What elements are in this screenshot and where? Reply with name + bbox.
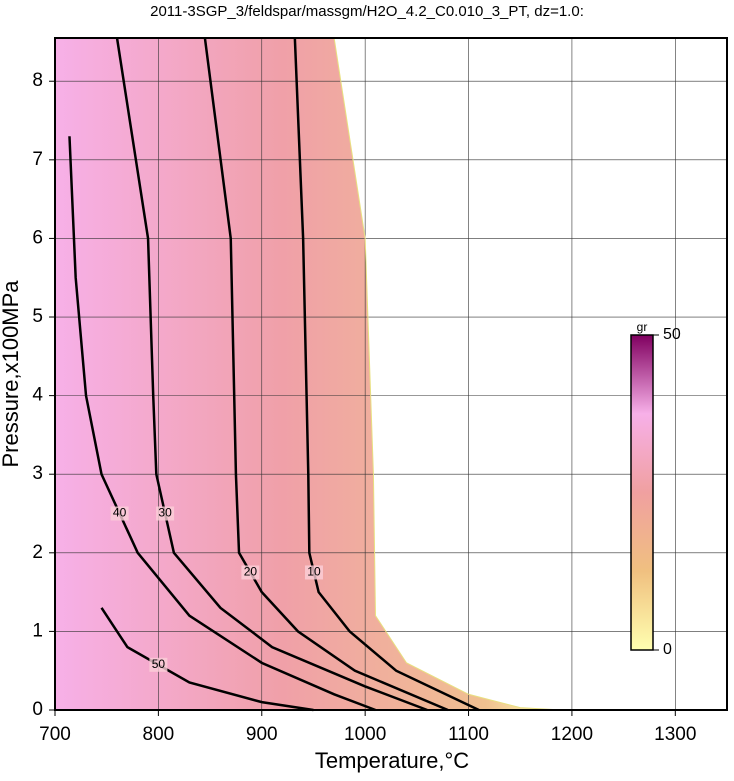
filled-region	[55, 38, 562, 710]
contour-line	[100, 607, 314, 712]
contour-label: 20	[244, 565, 258, 579]
y-tick-label: 7	[32, 149, 43, 170]
colorbar	[630, 334, 654, 651]
y-tick-label: 5	[32, 306, 43, 327]
x-tick-label: 1000	[344, 724, 386, 745]
contour-label-bg	[110, 506, 129, 521]
contour-line	[333, 37, 562, 711]
y-tick-label: 1	[32, 620, 43, 641]
x-tick-label: 700	[39, 724, 71, 745]
y-tick-label: 3	[32, 463, 43, 484]
contour-label: 40	[113, 506, 127, 520]
contour-label: 50	[152, 657, 166, 671]
y-tick-label: 0	[32, 699, 43, 720]
contour-label-bg	[156, 506, 175, 521]
plot-frame	[54, 37, 728, 711]
x-tick-label: 1300	[654, 724, 696, 745]
contour-label: 30	[158, 506, 172, 520]
y-tick-label: 4	[32, 385, 43, 406]
contour-label-bg	[149, 657, 168, 672]
colorbar-label: gr	[637, 320, 648, 334]
x-tick-label: 900	[246, 724, 278, 745]
colorbar-tick-label: 50	[663, 326, 681, 343]
chart-title: 2011-3SGP_3/feldspar/massgm/H2O_4.2_C0.0…	[150, 3, 584, 20]
y-tick-label: 6	[32, 227, 43, 248]
x-tick-label: 1200	[551, 724, 593, 745]
x-tick-label: 1100	[448, 724, 489, 745]
contour-label-bg	[241, 565, 260, 580]
colorbar-tick-label: 0	[663, 641, 672, 658]
x-tick-label: 800	[143, 724, 175, 745]
contour-line	[115, 37, 428, 712]
contour-line	[68, 136, 376, 712]
contour-label-bg	[304, 565, 323, 580]
y-tick-label: 2	[32, 542, 43, 563]
y-tick-label: 8	[32, 70, 43, 91]
contour-label: 10	[307, 565, 321, 579]
y-axis-label: Pressure,x100MPa	[0, 280, 23, 468]
x-axis-label: Temperature,°C	[315, 748, 469, 773]
